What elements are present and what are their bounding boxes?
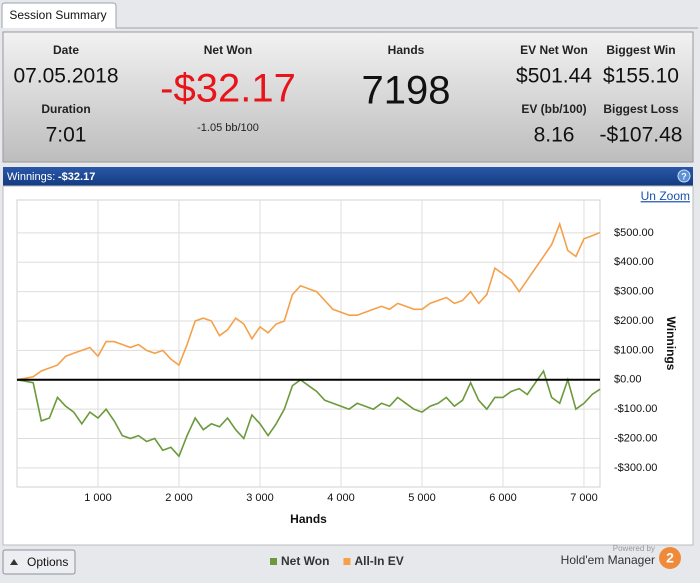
x-tick-label: 7 000 [570, 492, 598, 504]
legend-label: Net Won [281, 554, 329, 568]
stat-label: Date [53, 43, 79, 57]
stat-label: EV (bb/100) [521, 102, 586, 116]
chart-header-value: -$32.17 [58, 171, 95, 183]
x-tick-label: 5 000 [408, 492, 436, 504]
y-tick-label: $0.00 [614, 374, 642, 386]
stat-value: 8.16 [534, 124, 575, 147]
plot: $500.00 $400.00 $300.00 $200.00 $100.00 $0.00… [16, 199, 678, 568]
x-tick-label: 4 000 [327, 492, 355, 504]
y-tick-label: $400.00 [614, 256, 654, 268]
tab-label[interactable]: Session Summary [9, 8, 106, 22]
stat-value: -$107.48 [600, 124, 683, 147]
y-tick-label: $300.00 [614, 286, 654, 298]
stat-value: 07.05.2018 [13, 65, 118, 88]
powered-by: Powered by [613, 544, 655, 553]
options-label[interactable]: Options [27, 555, 68, 569]
stat-label: Duration [41, 102, 90, 116]
stat-label: Hands [388, 43, 425, 57]
help-button[interactable] [677, 169, 691, 183]
tab[interactable] [1, 2, 117, 28]
summary-panel [2, 31, 694, 163]
stat-value: $501.44 [516, 65, 592, 88]
x-tick-label: 1 000 [84, 492, 112, 504]
stat-value: 7:01 [46, 124, 87, 147]
legend-swatch [343, 558, 351, 565]
brand: Hold'em Manager [561, 553, 655, 567]
unzoom-link[interactable]: Un Zoom [641, 189, 690, 203]
x-axis-label: Hands [290, 512, 327, 526]
stat-value: $155.10 [603, 65, 679, 88]
y-tick-label: -$100.00 [614, 403, 657, 415]
legend-label: All-In EV [354, 554, 403, 568]
logo-label: 2 [666, 550, 674, 566]
stat-label: Biggest Loss [603, 102, 679, 116]
stat-sub: -1.05 bb/100 [197, 122, 259, 134]
y-tick-label: -$200.00 [614, 432, 657, 444]
stat-label: EV Net Won [520, 43, 588, 57]
chart-header-label: Winnings: [7, 171, 55, 183]
y-axis-label: Winnings [664, 317, 678, 371]
x-tick-label: 6 000 [489, 492, 517, 504]
chart-header [3, 167, 693, 186]
options-arrow[interactable] [10, 559, 18, 565]
x-tick-label: 2 000 [165, 492, 193, 504]
series-line [16, 221, 601, 381]
logo [659, 547, 681, 569]
stat-value: 7198 [362, 69, 451, 113]
help-label[interactable]: ? [681, 171, 687, 181]
series-line [16, 369, 601, 458]
y-tick-label: $100.00 [614, 344, 654, 356]
y-tick-label: -$300.00 [614, 462, 657, 474]
options-button[interactable] [2, 549, 76, 575]
x-tick-label: 3 000 [246, 492, 274, 504]
y-tick-label: $500.00 [614, 227, 654, 239]
stat-label: Biggest Win [606, 43, 675, 57]
y-tick-label: $200.00 [614, 315, 654, 327]
legend-swatch [270, 558, 277, 565]
stat-value: -$32.17 [160, 67, 296, 111]
stat-label: Net Won [204, 43, 252, 57]
